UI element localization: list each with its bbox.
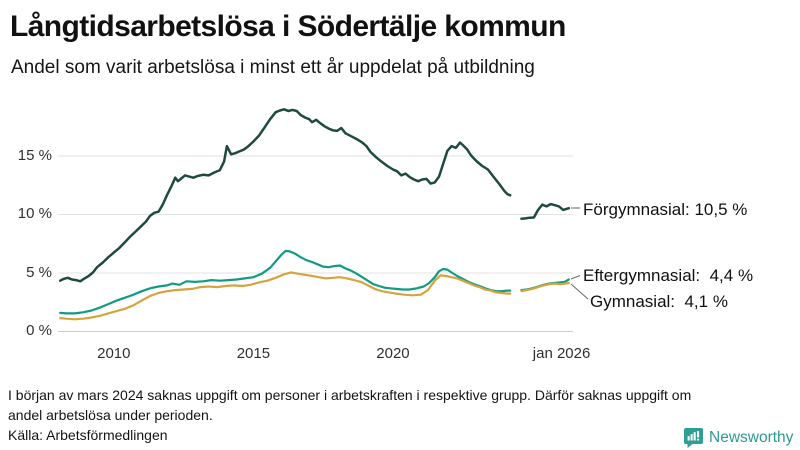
series-label-gymnasial: Gymnasial: 4,1 %: [590, 292, 728, 311]
line-gymnasial: [59, 271, 512, 321]
y-axis-tick-10pct: 10 %: [17, 205, 52, 222]
line-gymnasial-after-gap: [520, 281, 570, 293]
line-förgymnasial: [58, 108, 512, 283]
x-axis-tick-2010: 2010: [97, 345, 131, 362]
y-axis-tick-5pct: 5 %: [26, 263, 52, 281]
y-axis-tick-15pct: 15 %: [17, 146, 52, 164]
footnote-line-1: I början av mars 2024 saknas uppgift om …: [8, 387, 692, 403]
newsworthy-logo: Newsworthy: [683, 427, 793, 449]
x-axis-tick-jan2026: jan 2026: [532, 345, 591, 362]
x-axis-tick-2020: 2020: [376, 345, 410, 362]
page-subtitle: Andel som varit arbetslösa i minst ett å…: [11, 57, 535, 78]
page-title: Långtidsarbetslösa i Södertälje kommun: [10, 10, 566, 43]
series-lines: [58, 108, 571, 321]
connector-eftergymnasial: [570, 274, 581, 280]
line-eftergymnasial: [59, 249, 512, 315]
connector-gymnasial: [570, 283, 589, 300]
gridlines: [58, 155, 573, 332]
series-label-forgymnasial: Förgymnasial: 10,5 %: [583, 200, 748, 219]
series-label-eftergymnasial: Eftergymnasial: 4,4 %: [583, 266, 754, 285]
newsworthy-speech-bubble-bars-icon: [683, 427, 704, 449]
y-axis-tick-0pct: 0 %: [26, 322, 52, 339]
x-axis-tick-2015: 2015: [236, 345, 271, 362]
source-note: Källa: Arbetsförmedlingen: [8, 427, 168, 443]
line-förgymnasial-after-gap: [520, 202, 571, 220]
newsworthy-logo-text: Newsworthy: [709, 429, 794, 446]
footnote-line-2: andel arbetslösa under perioden.: [8, 407, 213, 423]
label-connector-lines: [570, 207, 589, 300]
footnote: I början av mars 2024 saknas uppgift om …: [8, 385, 788, 425]
